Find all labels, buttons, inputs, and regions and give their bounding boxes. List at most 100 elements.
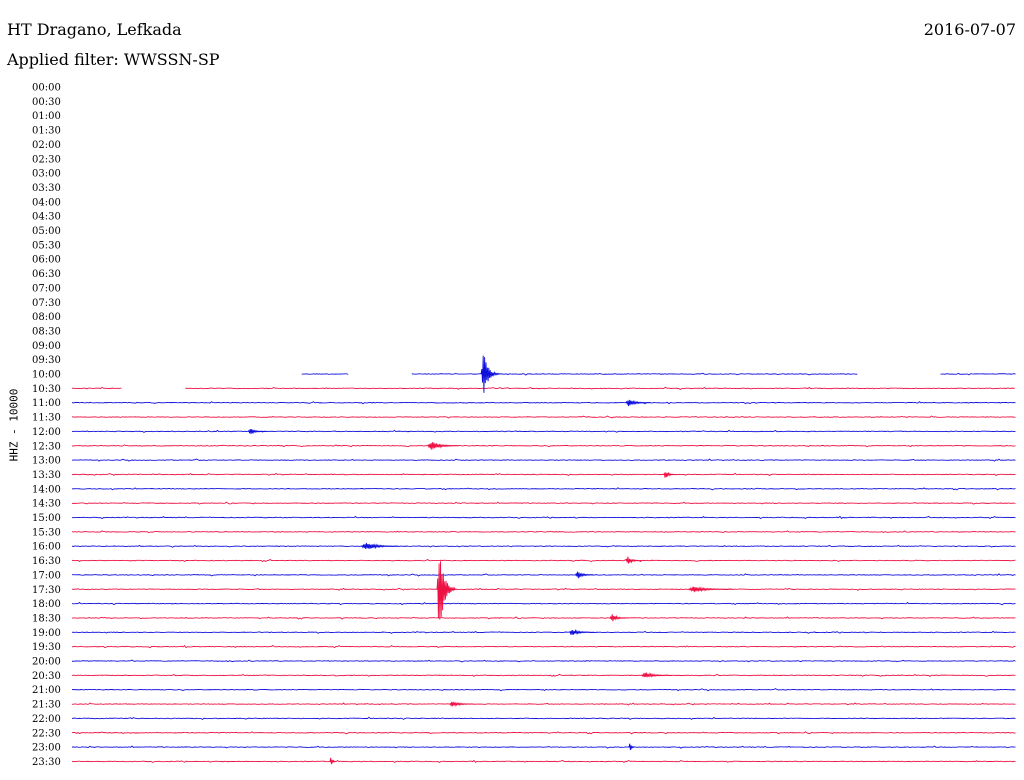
trace-line — [71, 501, 1016, 505]
time-label: 11:00 — [32, 398, 61, 409]
trace-line — [411, 372, 858, 376]
seismic-event — [625, 399, 651, 407]
time-label: 07:30 — [32, 298, 61, 309]
seismic-event — [480, 355, 500, 393]
time-label: 03:30 — [32, 183, 61, 194]
seismic-event — [449, 701, 475, 708]
trace-line — [301, 373, 349, 375]
time-label: 06:00 — [32, 255, 61, 266]
time-label: 02:00 — [32, 140, 61, 151]
seismic-event — [625, 556, 642, 564]
seismic-event — [361, 542, 399, 550]
seismic-event — [329, 757, 336, 765]
time-label: 20:00 — [32, 657, 61, 668]
trace-line — [71, 659, 1016, 663]
trace-line — [71, 530, 1016, 534]
trace-line — [71, 472, 1016, 477]
time-label: 08:00 — [32, 312, 61, 323]
seismic-event — [609, 614, 629, 622]
time-label: 18:00 — [32, 599, 61, 610]
seismic-event — [628, 743, 635, 751]
time-label: 11:30 — [32, 413, 61, 424]
time-label: 07:00 — [32, 283, 61, 294]
time-label: 15:00 — [32, 513, 61, 524]
seismic-event — [436, 561, 456, 620]
trace-line — [71, 558, 1016, 563]
trace-line — [71, 429, 1016, 433]
time-label: 16:30 — [32, 556, 61, 567]
time-label: 23:30 — [32, 757, 61, 768]
trace-line — [71, 759, 1016, 764]
time-label: 00:00 — [32, 83, 61, 94]
time-label: 08:30 — [32, 326, 61, 337]
plot-date: 2016-07-07 — [923, 20, 1016, 39]
time-label: 13:30 — [32, 470, 61, 481]
time-label: 17:30 — [32, 585, 61, 596]
station-title: HT Dragano, Lefkada — [7, 20, 182, 39]
trace-line — [71, 716, 1016, 720]
time-label: 12:30 — [32, 441, 61, 452]
trace-line — [71, 487, 1016, 491]
time-label: 23:00 — [32, 743, 61, 754]
trace-line — [71, 401, 1016, 405]
time-label: 21:30 — [32, 700, 61, 711]
trace-line — [71, 386, 122, 390]
time-label: 05:30 — [32, 240, 61, 251]
seismic-event — [247, 428, 267, 434]
time-label: 00:30 — [32, 97, 61, 108]
time-label: 20:30 — [32, 671, 61, 682]
time-label: 03:00 — [32, 169, 61, 180]
time-label: 22:00 — [32, 714, 61, 725]
seismic-event — [688, 586, 733, 593]
time-label: 18:30 — [32, 613, 61, 624]
time-axis-labels: 00:00 00:30 01:00 01:30 02:00 02:30 03:00 03:30… — [32, 83, 61, 768]
time-label: 10:00 — [32, 370, 61, 381]
seismic-event — [575, 571, 594, 579]
trace-line — [185, 386, 1015, 390]
trace-line — [71, 544, 1016, 548]
time-label: 04:00 — [32, 197, 61, 208]
time-label: 09:30 — [32, 355, 61, 366]
time-label: 14:30 — [32, 499, 61, 510]
trace-line — [71, 616, 1016, 620]
time-label: 10:30 — [32, 384, 61, 395]
time-label: 19:00 — [32, 628, 61, 639]
time-label: 16:00 — [32, 542, 61, 553]
time-label: 01:30 — [32, 126, 61, 137]
trace-line — [71, 630, 1016, 634]
time-label: 21:00 — [32, 685, 61, 696]
seismic-event — [663, 471, 676, 478]
time-label: 15:30 — [32, 527, 61, 538]
time-label: 22:30 — [32, 728, 61, 739]
trace-line — [71, 688, 1016, 692]
seismic-event — [568, 628, 594, 636]
time-label: 04:30 — [32, 212, 61, 223]
time-label: 09:00 — [32, 341, 61, 352]
trace-line — [71, 458, 1016, 462]
trace-line — [71, 645, 1016, 649]
time-label: 13:00 — [32, 456, 61, 467]
trace-line — [71, 587, 1016, 591]
time-label: 17:00 — [32, 570, 61, 581]
trace-line — [71, 745, 1016, 749]
seismic-event — [641, 672, 673, 678]
trace-line — [71, 673, 1016, 677]
time-label: 01:00 — [32, 111, 61, 122]
trace-line — [71, 731, 1016, 735]
trace-line — [71, 702, 1016, 706]
trace-line — [940, 372, 1016, 376]
time-label: 05:00 — [32, 226, 61, 237]
trace-line — [71, 601, 1016, 606]
trace-line — [71, 515, 1016, 520]
time-label: 02:30 — [32, 154, 61, 165]
time-label: 19:30 — [32, 642, 61, 653]
trace-line — [71, 444, 1016, 448]
time-label: 12:00 — [32, 427, 61, 438]
trace-line — [71, 415, 1016, 419]
seismic-traces — [71, 355, 1016, 765]
filter-label: Applied filter: — [7, 50, 119, 69]
time-label: 14:00 — [32, 484, 61, 495]
time-label: 06:30 — [32, 269, 61, 280]
